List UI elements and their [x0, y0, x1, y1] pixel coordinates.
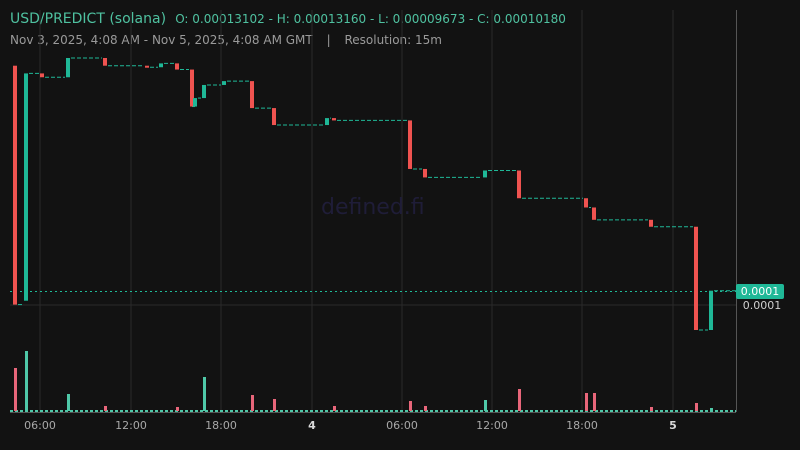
ohlc-values: O: 0.00013102 - H: 0.00013160 - L: 0.000…	[175, 12, 566, 26]
x-axis-labels: 06:00 12:00 18:00 4 06:00 12:00 18:00 5	[24, 419, 677, 432]
current-price-tag: 0.0001	[736, 284, 784, 299]
chart-header: USD/PREDICT (solana) O: 0.00013102 - H: …	[10, 11, 566, 27]
grid-lines	[10, 10, 737, 413]
x-tick-label: 06:00	[386, 419, 418, 432]
candles	[13, 58, 713, 330]
x-tick-label: 4	[308, 419, 316, 432]
price-axis-label: 0.0001	[742, 299, 782, 312]
x-tick-label: 5	[669, 419, 677, 432]
x-tick-label: 18:00	[205, 419, 237, 432]
date-range: Nov 3, 2025, 4:08 AM - Nov 5, 2025, 4:08…	[10, 33, 313, 47]
x-tick-label: 12:00	[115, 419, 147, 432]
watermark: defined.fi	[321, 195, 425, 220]
x-tick-label: 06:00	[24, 419, 56, 432]
chart-subheader: Nov 3, 2025, 4:08 AM - Nov 5, 2025, 4:08…	[10, 33, 442, 47]
separator: |	[326, 33, 331, 47]
x-tick-label: 18:00	[566, 419, 598, 432]
resolution: Resolution: 15m	[344, 33, 442, 47]
x-tick-label: 12:00	[476, 419, 508, 432]
volume-bars	[10, 351, 736, 412]
price-step-lines	[18, 57, 736, 331]
symbol-title: USD/PREDICT (solana)	[10, 11, 167, 27]
